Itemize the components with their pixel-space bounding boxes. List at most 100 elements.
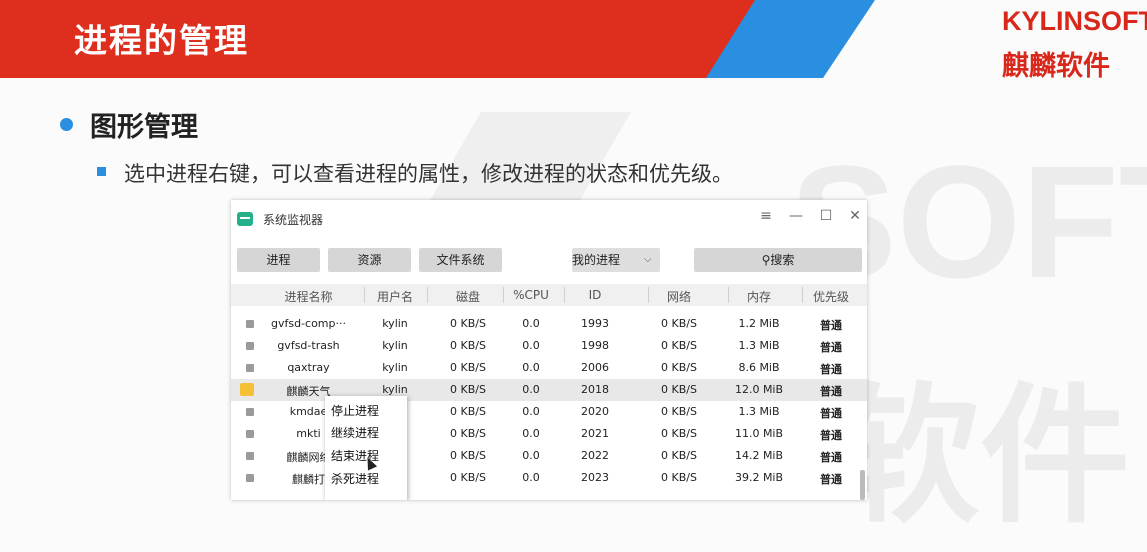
chevron-down-icon: ⌵ [644, 254, 652, 265]
process-id: 2020 [581, 405, 609, 418]
system-monitor-icon [237, 212, 253, 226]
process-icon [246, 364, 254, 372]
process-priority: 普通 [820, 319, 842, 332]
process-icon [246, 430, 254, 438]
process-priority: 普通 [820, 429, 842, 442]
column-separator[interactable] [728, 287, 729, 303]
maximize-button[interactable]: ☐ [819, 208, 833, 224]
close-button[interactable]: ✕ [849, 208, 861, 224]
table-row-selected[interactable]: 麒麟天气 kylin 0 KB/S 0.0 2018 0 KB/S 12.0 MiB 普通 [231, 379, 867, 401]
process-network: 0 KB/S [661, 339, 697, 352]
column-separator[interactable] [427, 287, 428, 303]
table-row[interactable]: 麒麟打 0 KB/S 0.0 2023 0 KB/S 39.2 MiB 普通 [231, 467, 867, 489]
header-red-band [0, 0, 760, 78]
process-priority: 普通 [820, 407, 842, 420]
sub-bullet-text: 选中进程右键，可以查看进程的属性，修改进程的状态和优先级。 [124, 162, 733, 186]
column-header-user[interactable]: 用户名 [376, 290, 413, 304]
table-row[interactable]: gvfsd-trash kylin 0 KB/S 0.0 1998 0 KB/S 1.3 M… [231, 335, 867, 357]
process-cpu: 0.0 [522, 471, 540, 484]
column-separator[interactable] [802, 287, 803, 303]
process-memory: 1.3 MiB [738, 405, 780, 418]
process-network: 0 KB/S [661, 471, 697, 484]
process-priority: 普通 [820, 451, 842, 464]
table-row[interactable]: qaxtray kylin 0 KB/S 0.0 2006 0 KB/S 8.6 MiB 普通 [231, 357, 867, 379]
process-disk: 0 KB/S [450, 339, 486, 352]
table-row[interactable]: kmdae 0 KB/S 0.0 2020 0 KB/S 1.3 MiB 普通 [231, 401, 867, 423]
column-header-name[interactable]: 进程名称 [284, 290, 333, 304]
process-id: 2018 [581, 383, 609, 396]
process-name: 麒麟天气 [286, 385, 331, 398]
process-id: 1998 [581, 339, 609, 352]
process-icon [246, 474, 254, 482]
process-id: 2021 [581, 427, 609, 440]
context-menu: 停止进程 继续进程 结束进程 杀死进程 [325, 396, 407, 500]
menu-item-end-process[interactable]: 结束进程 [331, 449, 380, 463]
process-name: kmdae [289, 405, 328, 418]
minimize-button[interactable]: — [789, 208, 803, 224]
process-id: 2023 [581, 471, 609, 484]
menu-button[interactable]: ≡ [760, 208, 772, 224]
menu-item-kill-process[interactable]: 杀死进程 [331, 472, 380, 486]
process-cpu: 0.0 [522, 361, 540, 374]
process-id: 1993 [581, 317, 609, 330]
process-priority: 普通 [820, 363, 842, 376]
column-separator[interactable] [648, 287, 649, 303]
toolbar: 进程 资源 文件系统 我的进程 ⌵ ⚲搜索 [231, 244, 867, 274]
tab-filesystem[interactable]: 文件系统 [419, 248, 502, 272]
menu-item-continue-process[interactable]: 继续进程 [331, 426, 380, 440]
process-cpu: 0.0 [522, 339, 540, 352]
process-icon [246, 452, 254, 460]
watermark-cn: 软件 [830, 370, 1131, 544]
table-header: 进程名称 用户名 磁盘 %CPU ID 网络 内存 优先级 [231, 284, 867, 306]
process-name: 麒麟网络 [286, 451, 331, 464]
process-network: 0 KB/S [661, 405, 697, 418]
process-memory: 39.2 MiB [734, 471, 784, 484]
search-button[interactable]: ⚲搜索 [694, 248, 862, 272]
system-monitor-window: 系统监视器 ≡ — ☐ ✕ 进程 资源 文件系统 我的进程 ⌵ ⚲搜索 进程名称… [231, 200, 867, 500]
table-row[interactable]: gvfsd-comp··· kylin 0 KB/S 0.0 1993 0 KB/S 1.2… [231, 313, 867, 335]
watermark-slash [429, 112, 631, 202]
process-disk: 0 KB/S [450, 317, 486, 330]
process-priority: 普通 [820, 473, 842, 486]
column-header-memory[interactable]: 内存 [746, 290, 771, 304]
kylinsoft-logo-cn: 麒麟软件 [1002, 51, 1110, 82]
process-filter-dropdown[interactable]: 我的进程 ⌵ [572, 248, 660, 272]
bullet-dot [60, 118, 73, 131]
column-header-disk[interactable]: 磁盘 [455, 290, 480, 304]
menu-item-stop-process[interactable]: 停止进程 [331, 404, 380, 418]
kylinsoft-logo-text: KYLINSOFT [1002, 6, 1147, 36]
column-header-priority[interactable]: 优先级 [812, 290, 849, 304]
process-cpu: 0.0 [522, 427, 540, 440]
process-disk: 0 KB/S [450, 405, 486, 418]
process-cpu: 0.0 [522, 383, 540, 396]
process-memory: 14.2 MiB [734, 449, 784, 462]
column-header-network[interactable]: 网络 [666, 290, 691, 304]
column-header-id[interactable]: ID [588, 288, 602, 302]
section-heading: 图形管理 [90, 112, 198, 143]
process-user: kylin [382, 339, 408, 352]
column-separator[interactable] [503, 287, 504, 303]
table-scrollbar[interactable] [860, 470, 865, 500]
process-name: qaxtray [287, 361, 330, 374]
column-header-cpu[interactable]: %CPU [513, 288, 549, 302]
search-label: 搜索 [770, 253, 795, 267]
column-separator[interactable] [564, 287, 565, 303]
process-network: 0 KB/S [661, 427, 697, 440]
process-memory: 8.6 MiB [738, 361, 780, 374]
table-row[interactable]: mkti 0 KB/S 0.0 2021 0 KB/S 11.0 MiB 普通 [231, 423, 867, 445]
tab-process[interactable]: 进程 [237, 248, 320, 272]
process-memory: 12.0 MiB [734, 383, 784, 396]
process-cpu: 0.0 [522, 449, 540, 462]
process-disk: 0 KB/S [450, 383, 486, 396]
process-network: 0 KB/S [661, 449, 697, 462]
process-name: gvfsd-comp··· [270, 317, 346, 330]
column-separator[interactable] [364, 287, 365, 303]
process-cpu: 0.0 [522, 405, 540, 418]
process-memory: 11.0 MiB [734, 427, 784, 440]
weather-icon [240, 383, 254, 396]
window-titlebar[interactable]: 系统监视器 ≡ — ☐ ✕ [231, 200, 867, 238]
table-row[interactable]: 麒麟网络 0 KB/S 0.0 2022 0 KB/S 14.2 MiB 普通 [231, 445, 867, 467]
process-filter-value: 我的进程 [572, 253, 621, 267]
process-user: kylin [382, 383, 408, 396]
tab-resources[interactable]: 资源 [328, 248, 411, 272]
